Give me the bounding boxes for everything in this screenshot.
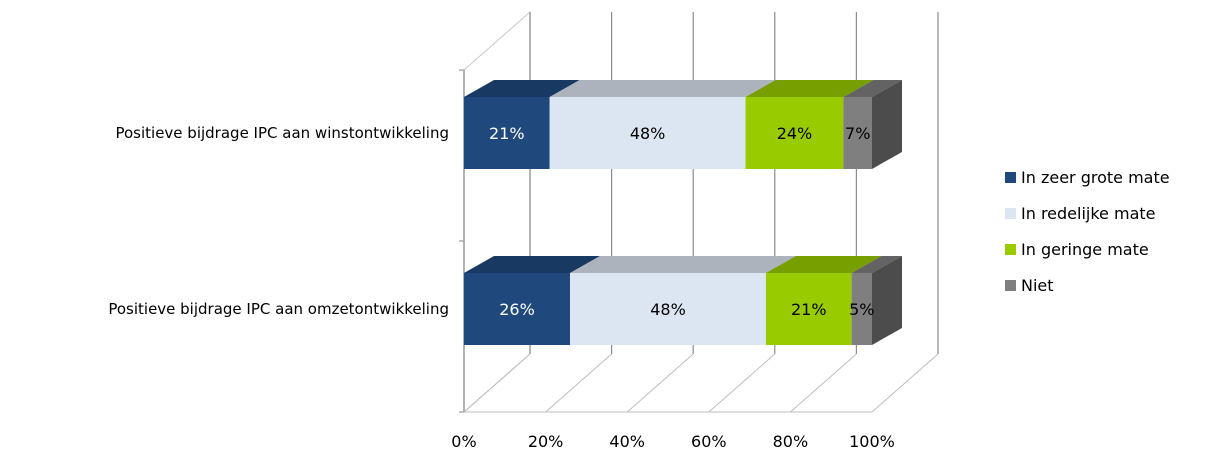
legend-swatch [1005, 280, 1016, 291]
gridline-floor [545, 353, 612, 413]
bar-top-face [765, 256, 882, 273]
gridline-floor [708, 353, 776, 413]
data-label: 5% [849, 300, 874, 319]
bar-top-face [851, 256, 902, 273]
gridline-floor [626, 353, 694, 413]
category-label: Positieve bijdrage IPC aan omzetontwikke… [108, 300, 449, 318]
bar-segment [464, 273, 571, 345]
gridline-floor [790, 353, 857, 413]
bars: 21% 48% 24% 7% 26% 48% 21% 5% [464, 80, 902, 345]
data-label: 48% [650, 300, 686, 319]
legend-swatch [1005, 172, 1016, 183]
legend-label: In redelijke mate [1021, 204, 1155, 223]
gridline-floor [463, 353, 531, 413]
bar-segment [745, 97, 844, 169]
x-tick-label: 60% [691, 432, 727, 451]
bar-segment [843, 97, 872, 169]
bar-segment [765, 273, 852, 345]
bar-segment [851, 273, 872, 345]
wall-top-edge [463, 11, 531, 71]
data-label: 24% [777, 124, 813, 143]
bar-segment [549, 97, 746, 169]
bar-top-face [549, 80, 776, 97]
legend-swatch [1005, 244, 1016, 255]
x-tick-labels: 0% 20% 40% 60% 80% 100% [451, 432, 895, 451]
category-labels: Positieve bijdrage IPC aan winstontwikke… [108, 124, 449, 318]
data-label: 21% [489, 124, 525, 143]
bar-top-face [570, 256, 796, 273]
bar-top-face [464, 80, 580, 97]
gridlines [463, 12, 939, 413]
bar-segment [570, 273, 766, 345]
data-label: 21% [791, 300, 827, 319]
bar-top-face [745, 80, 874, 97]
data-label: 48% [630, 124, 666, 143]
data-label: 7% [845, 124, 870, 143]
x-tick-label: 20% [528, 432, 564, 451]
chart-walls [463, 11, 531, 413]
gridline-floor [871, 353, 939, 413]
legend-swatch [1005, 208, 1016, 219]
legend-label: Niet [1021, 276, 1054, 295]
bar-top-face [464, 256, 601, 273]
x-tick-label: 0% [451, 432, 476, 451]
legend: In zeer grote mate In redelijke mate In ge… [1005, 168, 1170, 295]
x-tick-label: 40% [609, 432, 645, 451]
bar-side-face [872, 80, 902, 169]
legend-label: In zeer grote mate [1021, 168, 1170, 187]
category-label: Positieve bijdrage IPC aan winstontwikke… [115, 124, 449, 142]
bar-side-face [872, 256, 902, 345]
legend-label: In geringe mate [1021, 240, 1149, 259]
x-tick-label: 100% [849, 432, 895, 451]
bar-segment [464, 97, 550, 169]
x-tick-label: 80% [773, 432, 809, 451]
bar-top-face [843, 80, 902, 97]
data-label: 26% [499, 300, 535, 319]
